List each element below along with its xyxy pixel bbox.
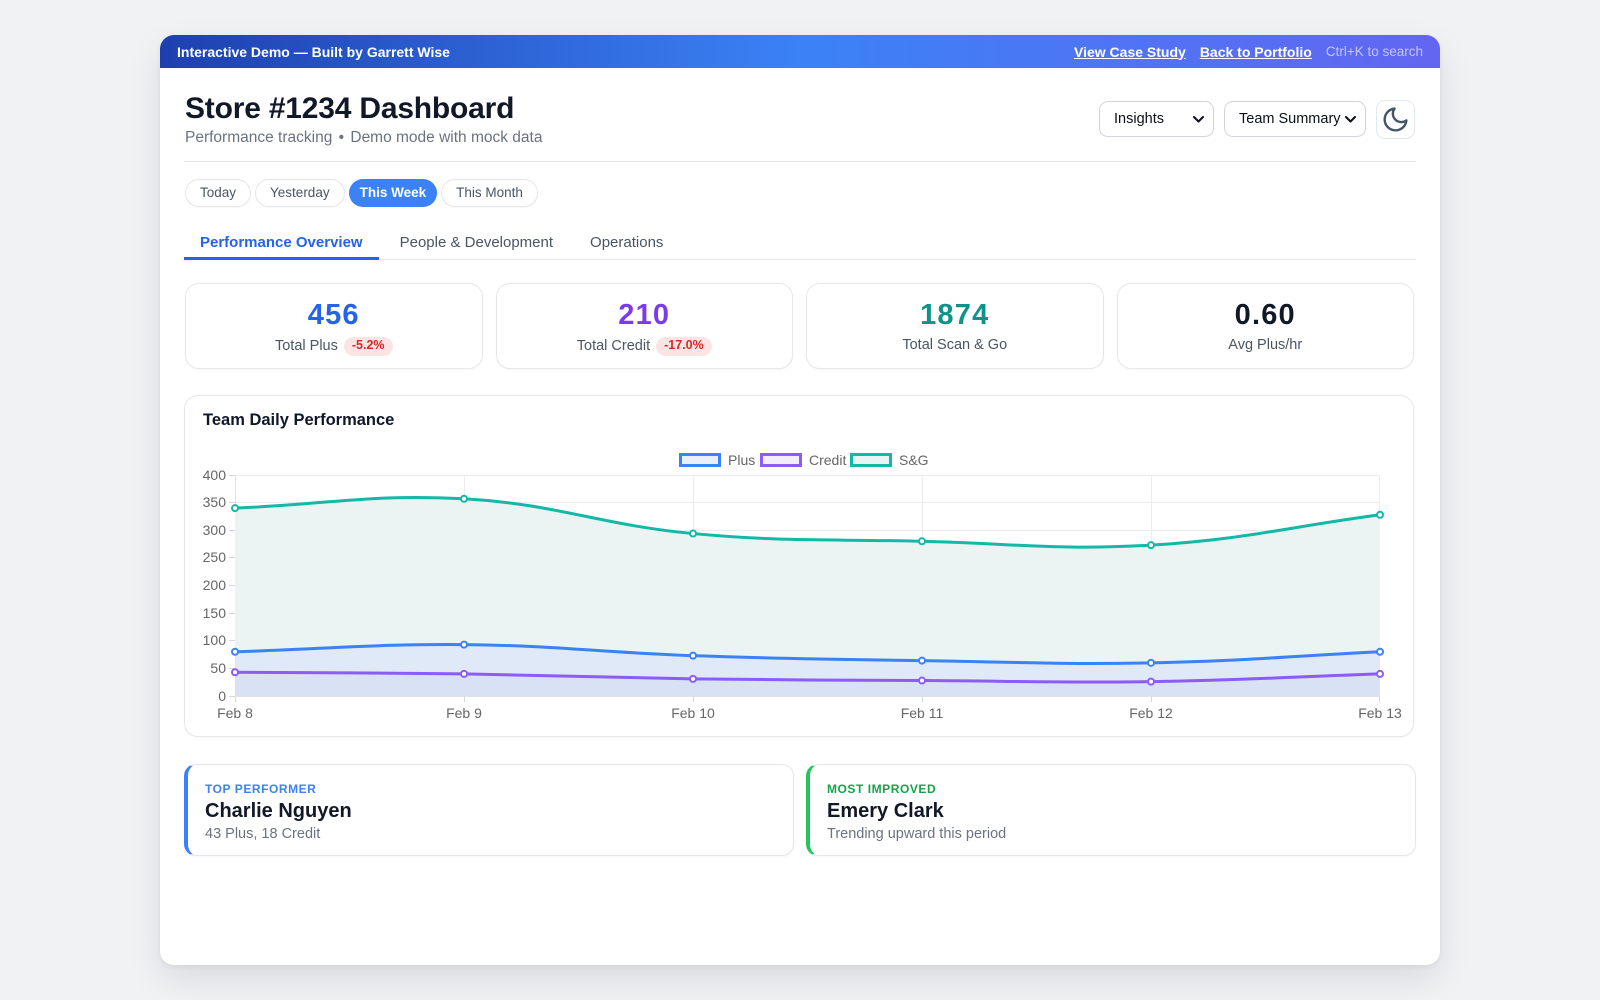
svg-text:350: 350 — [203, 494, 227, 510]
svg-text:Plus: Plus — [728, 452, 755, 468]
svg-text:300: 300 — [203, 522, 227, 538]
svg-text:Feb 10: Feb 10 — [671, 705, 715, 721]
svg-text:S&G: S&G — [899, 452, 929, 468]
svg-text:400: 400 — [203, 467, 227, 483]
svg-text:250: 250 — [203, 549, 227, 565]
svg-text:Credit: Credit — [809, 452, 846, 468]
svg-text:Feb 9: Feb 9 — [446, 705, 482, 721]
svg-text:Feb 12: Feb 12 — [1129, 705, 1173, 721]
svg-text:100: 100 — [203, 632, 227, 648]
svg-text:200: 200 — [203, 577, 227, 593]
svg-text:50: 50 — [210, 660, 226, 676]
svg-text:0: 0 — [218, 688, 226, 704]
svg-text:150: 150 — [203, 605, 227, 621]
svg-text:Feb 11: Feb 11 — [901, 705, 944, 721]
svg-text:Feb 13: Feb 13 — [1358, 705, 1402, 721]
svg-text:Feb 8: Feb 8 — [217, 705, 253, 721]
